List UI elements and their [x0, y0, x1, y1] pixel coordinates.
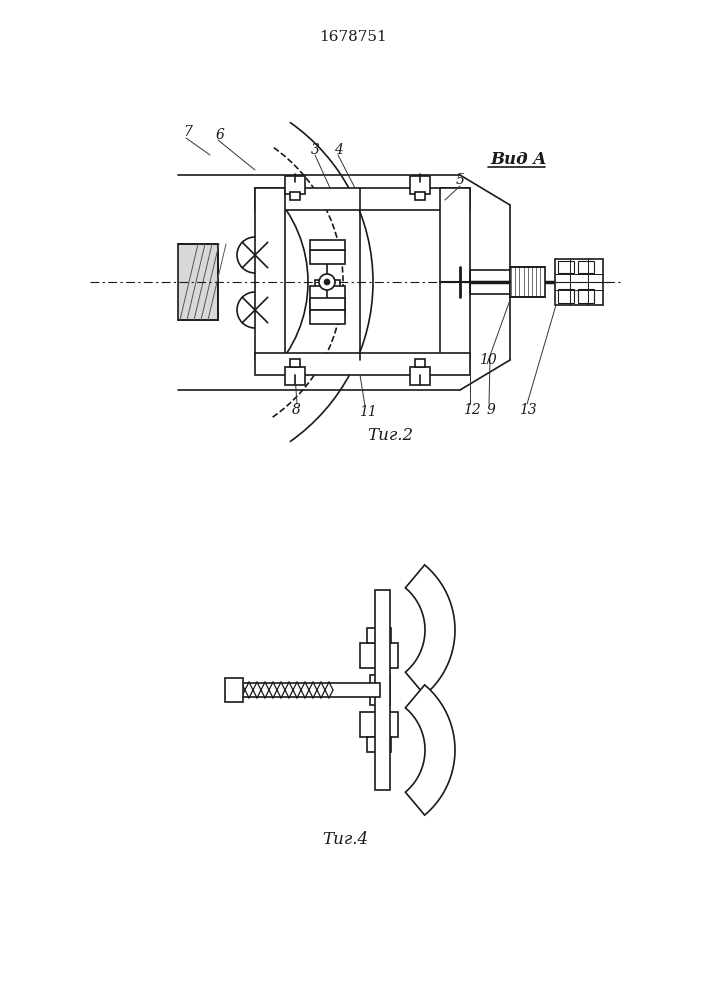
Bar [510, 267, 545, 297]
Bar [558, 261, 574, 273]
Bar [255, 353, 470, 375]
Text: Τиг.2: Τиг.2 [367, 426, 413, 444]
Circle shape [324, 279, 330, 285]
Bar [310, 310, 345, 324]
Bar [410, 176, 430, 194]
Polygon shape [405, 565, 455, 695]
Bar [255, 188, 470, 210]
Bar [578, 289, 594, 303]
Bar [440, 188, 470, 360]
Bar [415, 359, 425, 367]
Bar [225, 678, 243, 702]
Bar [375, 590, 390, 790]
Bar [360, 712, 398, 737]
Polygon shape [405, 685, 455, 815]
Bar [415, 192, 425, 200]
Bar [310, 298, 345, 310]
Bar [367, 628, 391, 643]
Bar [360, 643, 398, 668]
Text: 9: 9 [486, 403, 496, 417]
Bar [310, 250, 345, 264]
Text: 8: 8 [291, 403, 300, 417]
Text: 10: 10 [479, 353, 497, 367]
Text: 12: 12 [463, 403, 481, 417]
Text: Вид A: Вид A [490, 151, 547, 168]
Bar [370, 675, 390, 705]
Text: 3: 3 [310, 143, 320, 157]
Bar [178, 244, 218, 320]
Bar [290, 359, 300, 367]
Text: 11: 11 [359, 405, 377, 419]
Bar [310, 286, 345, 300]
Bar [315, 280, 340, 320]
Text: 6: 6 [216, 128, 224, 142]
Bar [367, 737, 391, 752]
Bar [235, 683, 380, 697]
Bar [310, 300, 345, 314]
Text: 4: 4 [334, 143, 342, 157]
Text: 7: 7 [184, 125, 192, 139]
Text: Τиг.4: Τиг.4 [322, 832, 368, 848]
Bar [290, 192, 300, 200]
Text: 5: 5 [455, 173, 464, 187]
Bar [555, 259, 603, 305]
Bar [578, 261, 594, 273]
Text: 13: 13 [519, 403, 537, 417]
Circle shape [319, 274, 335, 290]
Bar [285, 367, 305, 385]
Bar [558, 289, 574, 303]
Text: 1678751: 1678751 [319, 30, 387, 44]
Bar [310, 240, 345, 250]
Bar [285, 176, 305, 194]
Bar [255, 188, 285, 360]
Bar [410, 367, 430, 385]
